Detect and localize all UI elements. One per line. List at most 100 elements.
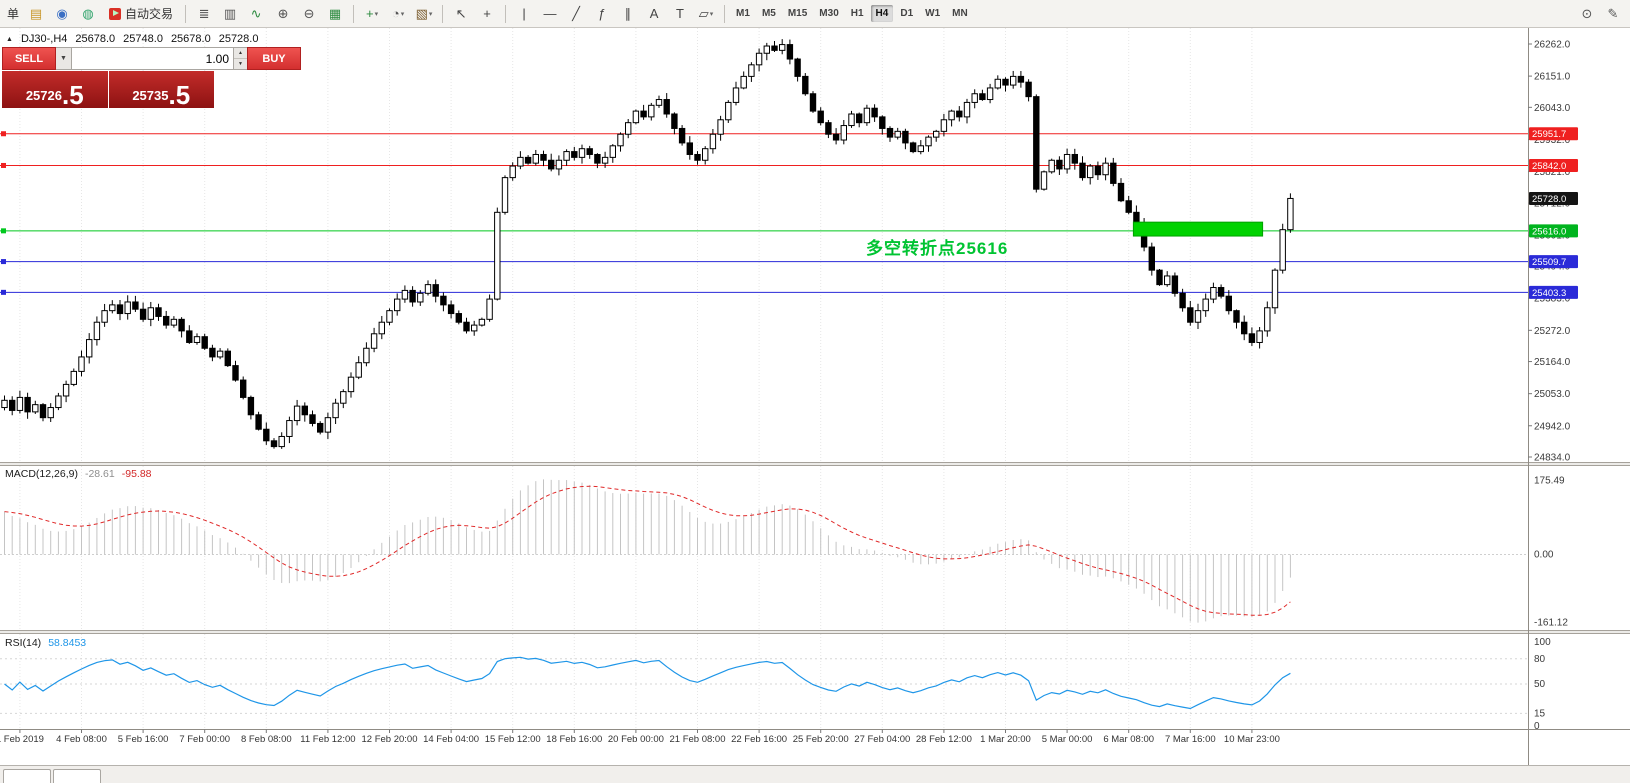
timeframe-d1[interactable]: D1 — [900, 8, 914, 19]
time-axis: 1 Feb 2019 4 Feb 08:00 5 Feb 16:00 7 Feb 00… — [0, 729, 1280, 745]
volume-stepper[interactable]: ▲ ▼ — [233, 48, 247, 69]
toolbar: 单 ▤ ◉ ◍ 自动交易 ≣ ▥ ∿ ⊕ ⊖ ▦ + ▾ ◔ ▾ ▧ ▾ ↖ + | — ╱ ƒ ∥ A T ▱ ▾ M… — [0, 0, 1630, 28]
timeframe-m1[interactable]: M1 — [736, 8, 750, 19]
toolbar-separator — [724, 4, 726, 23]
chevron-down-icon: ▾ — [400, 10, 405, 18]
equidistant-channel-icon[interactable]: ∥ — [624, 5, 632, 21]
order-type-dropdown[interactable]: ▼ — [56, 47, 72, 70]
volume-step-down-icon[interactable]: ▼ — [234, 59, 247, 69]
price-tick-label: 25932.0 — [1534, 135, 1571, 146]
toolbar-separator — [353, 4, 355, 23]
timeframe-h1[interactable]: H1 — [850, 8, 864, 19]
trendline-icon[interactable]: ╱ — [572, 5, 580, 21]
sell-price-display[interactable]: 25726.5 — [2, 71, 108, 108]
time-axis-label: 5 Feb 16:00 — [118, 734, 169, 745]
expand-panel-icon[interactable]: ▲ — [6, 35, 13, 43]
community-icon[interactable]: ◍ — [82, 5, 94, 21]
price-tag — [1529, 224, 1578, 238]
rsi-line — [4, 656, 1291, 710]
timeframe-mn[interactable]: MN — [952, 8, 968, 19]
toolbar-separator — [185, 4, 187, 23]
pane-separators[interactable] — [0, 28, 1630, 765]
macd-signal-line — [4, 485, 1291, 616]
price-tag-label: 25509.7 — [1532, 257, 1566, 268]
buy-price-display[interactable]: 25735.5 — [108, 71, 214, 108]
zoom-out-icon[interactable]: ⊖ — [303, 5, 315, 21]
chevron-down-icon: ▾ — [709, 10, 714, 18]
buy-button[interactable]: BUY — [247, 47, 301, 70]
crosshair-icon[interactable]: + — [483, 6, 491, 21]
price-tag-label: 25842.0 — [1532, 161, 1566, 172]
tile-windows-icon[interactable]: ▦ — [328, 5, 342, 21]
timeframe-h4[interactable]: H4 — [870, 5, 894, 22]
price-tag-label: 25403.3 — [1532, 288, 1566, 299]
timeframe-w1[interactable]: W1 — [925, 8, 941, 19]
auto-trading-button[interactable]: 自动交易 — [102, 3, 180, 25]
line-chart-icon[interactable]: ∿ — [250, 5, 262, 21]
volume-step-up-icon[interactable]: ▲ — [234, 48, 247, 59]
zoom-in-icon[interactable]: ⊕ — [277, 5, 289, 21]
search-icon[interactable]: ⊙ — [1581, 5, 1593, 21]
timeframe-m30[interactable]: M30 — [819, 8, 839, 19]
time-axis-label: 18 Feb 16:00 — [546, 734, 602, 745]
horizontal-lines[interactable] — [0, 131, 1528, 295]
time-axis-label: 15 Feb 12:00 — [485, 734, 541, 745]
toolbar-separator — [505, 4, 507, 23]
chart-tabs-bar — [0, 765, 1630, 783]
rsi-indicator-label: RSI(14) 58.8453 — [5, 637, 86, 649]
timeframe-m5[interactable]: M5 — [761, 8, 776, 19]
ohlc-close: 25728.0 — [218, 33, 259, 45]
price-tag — [1529, 191, 1578, 205]
add-indicator-icon[interactable]: + ▾ — [365, 6, 379, 21]
time-axis-label: 10 Mar 23:00 — [1224, 734, 1280, 745]
auto-trading-icon — [109, 7, 122, 20]
chevron-down-icon: ▾ — [428, 10, 433, 18]
rsi-panel: 100 80 50 15 0 — [0, 637, 1551, 732]
bar-chart-icon[interactable]: ≣ — [198, 5, 210, 21]
label-icon[interactable]: T — [676, 6, 684, 21]
chart-tab[interactable] — [3, 769, 51, 783]
fibonacci-icon[interactable]: ƒ — [598, 6, 606, 21]
new-order-button[interactable]: 单 — [7, 7, 20, 21]
accounts-icon[interactable]: ◉ — [56, 5, 68, 21]
time-axis-label: 4 Feb 08:00 — [56, 734, 107, 745]
time-axis-label: 25 Feb 20:00 — [793, 734, 849, 745]
candlesticks[interactable] — [1, 39, 1294, 449]
template-icon[interactable]: ▧ ▾ — [415, 5, 433, 21]
ohlc-low: 25678.0 — [170, 33, 211, 45]
order-ticket-icon[interactable]: ▤ — [29, 5, 43, 21]
time-axis-label: 5 Mar 00:00 — [1042, 734, 1093, 745]
time-axis-label: 14 Feb 04:00 — [423, 734, 479, 745]
candlestick-chart-icon[interactable]: ▥ — [223, 5, 237, 21]
vertical-line-icon[interactable]: | — [522, 6, 526, 21]
cursor-icon[interactable]: ↖ — [455, 5, 467, 21]
symbol-ohlc-line: ▲ DJ30-,H4 25678.0 25748.0 25678.0 25728… — [6, 33, 258, 45]
sell-button[interactable]: SELL — [2, 47, 56, 70]
edit-icon[interactable]: ✎ — [1607, 5, 1619, 21]
horizontal-line-icon[interactable]: — — [543, 6, 557, 21]
time-axis-label: 22 Feb 16:00 — [731, 734, 787, 745]
period-selector-icon[interactable]: ◔ ▾ — [391, 6, 405, 21]
price-tick-label: 24942.0 — [1534, 421, 1571, 432]
price-tick-label: 26151.0 — [1534, 72, 1571, 83]
price-tick-label: 25053.0 — [1534, 389, 1571, 400]
rsi-axis-label: 15 — [1534, 708, 1546, 719]
volume-input[interactable] — [72, 48, 233, 69]
timeframe-m15[interactable]: M15 — [787, 8, 808, 19]
turning-point-rectangle[interactable] — [1132, 221, 1264, 237]
price-tick-label: 25272.0 — [1534, 326, 1571, 337]
chart-tab[interactable] — [53, 769, 101, 783]
shapes-icon[interactable]: ▱ ▾ — [698, 5, 714, 21]
text-icon[interactable]: A — [649, 6, 659, 21]
rsi-axis-label: 100 — [1534, 637, 1551, 648]
sell-price-pip: .5 — [61, 79, 84, 110]
turning-point-annotation[interactable]: 多空转折点25616 — [866, 239, 1009, 258]
time-axis-label: 28 Feb 12:00 — [916, 734, 972, 745]
symbol-label: DJ30-,H4 — [20, 33, 68, 45]
price-tick-label: 25821.0 — [1534, 167, 1571, 178]
toolbar-separator — [442, 4, 444, 23]
price-tag-label: 25951.7 — [1532, 129, 1566, 140]
ohlc-open: 25678.0 — [75, 33, 116, 45]
price-tick-label: 26043.0 — [1534, 103, 1571, 114]
